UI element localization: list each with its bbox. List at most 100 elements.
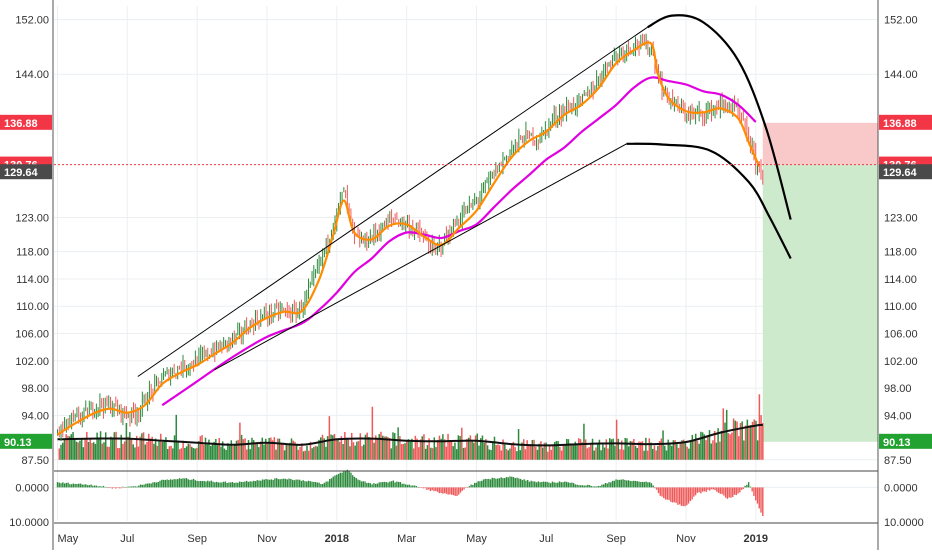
oscillator-bar <box>185 478 188 488</box>
volume-bar <box>670 445 673 460</box>
volume-bar <box>175 414 178 460</box>
oscillator-bar <box>219 482 221 488</box>
oscillator-bar <box>116 487 119 488</box>
y-tick-label: 118.00 <box>884 247 917 259</box>
oscillator-bar <box>647 482 649 488</box>
volume-bar <box>364 434 367 460</box>
volume-bar <box>122 443 124 460</box>
oscillator-bar <box>458 487 460 495</box>
volume-bar <box>583 423 585 460</box>
volume-bar <box>722 408 725 460</box>
oscillator-bar <box>535 482 538 488</box>
oscillator-bar <box>401 483 403 488</box>
oscillator-bar <box>588 485 591 488</box>
oscillator-bar <box>749 486 752 488</box>
price-marker-label: 129.64 <box>883 167 918 179</box>
oscillator-bar <box>254 481 257 488</box>
volume-bar <box>246 449 248 460</box>
oscillator-bar <box>747 482 750 488</box>
volume-bar <box>378 434 380 460</box>
oscillator-bar <box>83 484 85 488</box>
volume-bar <box>737 436 740 460</box>
volume-bar <box>435 447 437 460</box>
volume-bar <box>500 450 503 460</box>
oscillator-bar <box>595 486 598 488</box>
volume-bar <box>662 430 664 460</box>
volume-bar <box>488 449 491 460</box>
volume-bar <box>615 419 618 460</box>
volume-bar <box>127 436 129 460</box>
oscillator-bar <box>625 480 628 488</box>
oscillator-bar <box>123 487 126 488</box>
volume-bar <box>278 438 281 460</box>
volume-bar <box>137 446 140 460</box>
volume-bar <box>605 439 608 460</box>
volume-bar <box>576 444 578 460</box>
oscillator-bar <box>671 487 674 503</box>
volume-bar <box>412 448 415 460</box>
y-tick-label: 152.00 <box>15 15 49 27</box>
oscillator-bar <box>122 486 124 488</box>
oscillator-bar <box>420 487 423 488</box>
volume-bar <box>486 445 489 460</box>
volume-bar <box>306 445 308 460</box>
volume-bar <box>643 450 645 460</box>
volume-bar <box>569 443 571 460</box>
oscillator-bar <box>760 487 762 513</box>
oscillator-bar <box>247 481 250 488</box>
oscillator-bar <box>633 480 635 488</box>
oscillator-bar <box>155 482 158 488</box>
oscillator-bar <box>261 479 264 488</box>
x-tick-label: Sep <box>187 533 207 545</box>
volume-bar <box>113 432 116 460</box>
volume-bar <box>404 443 406 460</box>
oscillator-bar <box>314 482 317 488</box>
volume-bar <box>541 447 544 460</box>
oscillator-bar <box>654 487 656 489</box>
volume-bar <box>689 440 692 460</box>
y-tick-label: 114.00 <box>16 274 49 286</box>
volume-bar <box>371 406 374 460</box>
volume-bar <box>338 441 341 460</box>
oscillator-bar <box>606 483 608 488</box>
oscillator-bar <box>184 478 186 488</box>
oscillator-bar <box>397 481 400 488</box>
oscillator-bar <box>592 486 594 488</box>
volume-bar <box>540 441 542 460</box>
volume-bar <box>63 438 66 460</box>
volume-bar <box>261 437 264 460</box>
volume-bar <box>154 438 157 460</box>
volume-bar <box>189 444 191 460</box>
oscillator-bar <box>164 479 167 488</box>
oscillator-bar <box>546 481 548 488</box>
volume-bar <box>92 442 95 460</box>
oscillator-bar <box>610 482 612 488</box>
volume-bar <box>473 442 475 460</box>
oscillator-bar <box>313 481 315 488</box>
oscillator-bar <box>516 477 518 488</box>
oscillator-bar <box>666 487 669 500</box>
oscillator-bar <box>108 487 110 489</box>
volume-bar <box>156 445 159 460</box>
volume-bar <box>725 409 728 460</box>
x-tick-label: Mar <box>397 533 416 545</box>
oscillator-bar <box>696 487 699 493</box>
volume-bar <box>82 447 85 460</box>
volume-bar <box>650 442 652 460</box>
oscillator-bar <box>756 487 759 504</box>
oscillator-bar <box>378 482 380 488</box>
volume-bar <box>318 439 320 460</box>
oscillator-bar <box>376 483 379 488</box>
oscillator-bar <box>399 482 402 488</box>
oscillator-bar <box>154 482 156 488</box>
volume-bar <box>504 444 506 460</box>
oscillator-bar <box>79 483 82 488</box>
oscillator-bar <box>332 476 334 488</box>
volume-bar <box>321 434 324 460</box>
volume-bar <box>445 446 448 460</box>
volume-bar <box>266 443 269 460</box>
oscillator-bar <box>617 479 619 488</box>
y-tick-label: 87.50 <box>884 455 912 467</box>
volume-bar <box>165 437 167 460</box>
